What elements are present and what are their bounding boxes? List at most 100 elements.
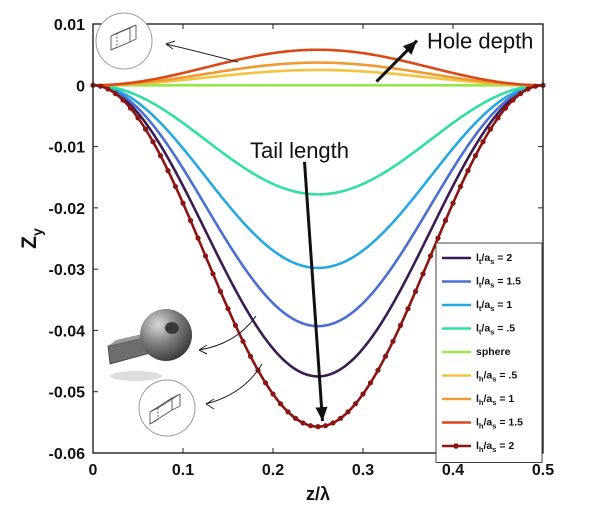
series-line (92, 83, 544, 196)
series-point (195, 235, 201, 241)
legend-entry: lt/as = 1.5 (442, 276, 521, 290)
series-point (457, 183, 464, 190)
y-tick-label: -0.03 (49, 262, 86, 279)
x-tick-label: 0.1 (172, 462, 194, 479)
series-point (165, 168, 171, 174)
series-point (435, 235, 441, 241)
series-point (337, 415, 344, 421)
series-point (187, 217, 194, 224)
series-point (375, 367, 381, 373)
x-tick-label: 0.2 (262, 462, 284, 479)
plot-frame (92, 23, 544, 454)
y-tick-label: -0.04 (49, 323, 86, 340)
series-point (262, 380, 269, 386)
legend-label: lh/as = 1 (476, 393, 514, 407)
legend: lt/as = 2 lt/as = 1.5 lt/as = 1 lt/as = .5 s… (435, 242, 543, 463)
series-point (495, 115, 501, 121)
series-point (352, 401, 359, 407)
series-point (180, 200, 186, 206)
series-point (270, 391, 276, 397)
series-point (240, 338, 246, 344)
svg-text:Zy: Zy (18, 228, 45, 249)
series-point (412, 288, 419, 295)
legend-label: sphere (476, 346, 511, 358)
annotations: Hole depth Tail length (250, 29, 533, 422)
series-point (225, 306, 231, 312)
series-point (127, 105, 134, 111)
y-axis-label-sub: y (29, 228, 45, 236)
inset-pointer-arrows (165, 40, 263, 410)
series-point (442, 217, 449, 224)
series-point (307, 423, 314, 429)
annotation-label: Tail length (250, 138, 349, 163)
series-point (532, 83, 539, 89)
series-point (405, 306, 411, 312)
y-axis-label: Zy (18, 228, 45, 249)
particle-inset-bottom (138, 379, 196, 437)
sphere-with-tail-render (107, 309, 192, 381)
series-point (517, 91, 524, 97)
series-point (135, 115, 141, 121)
legend-marker (453, 443, 459, 449)
series-point (465, 168, 471, 174)
series-point (97, 83, 104, 89)
legend-entry: lt/as = 1 (442, 299, 512, 313)
series-point (322, 423, 329, 429)
series-point (345, 409, 351, 415)
series-point (487, 126, 494, 132)
series-point (472, 153, 479, 159)
series-point (232, 322, 239, 328)
y-tick-label: 0.01 (54, 17, 85, 34)
legend-label: lt/as = 1.5 (476, 276, 521, 290)
legend-label: lh/as = 2 (476, 440, 514, 454)
x-tick-label: 0.3 (352, 462, 374, 479)
series-point (330, 420, 336, 426)
series-point (367, 380, 374, 386)
annotation-arrow (303, 161, 324, 422)
annotation-arrowhead (315, 406, 328, 422)
series-point (382, 353, 389, 359)
series-point (360, 391, 366, 397)
series-point (450, 200, 456, 206)
y-tick-label: -0.02 (49, 201, 86, 218)
series-line (92, 48, 544, 87)
series-line (92, 83, 544, 328)
x-tick-label: 0.4 (442, 462, 464, 479)
legend-entry: lt/as = 2 (442, 252, 512, 266)
annotation-label: Hole depth (427, 29, 533, 54)
tick-labels: 0 0.1 0.2 0.3 0.4 0.5 0.01 0 -0.01 -0.02 -0.03 -0.0… (49, 17, 555, 479)
annotation-arrowhead (402, 40, 417, 55)
y-tick-label: -0.05 (49, 385, 86, 402)
series-point (502, 105, 509, 111)
series-point (105, 86, 111, 92)
series-point (277, 401, 284, 407)
series-point (427, 253, 434, 259)
series-point (397, 322, 404, 328)
legend-entry: lh/as = 2 (442, 440, 514, 454)
series-point (202, 253, 209, 259)
y-tick-label: -0.01 (49, 140, 86, 157)
legend-label: lt/as = 1 (476, 299, 512, 313)
legend-entry: lt/as = .5 (442, 323, 515, 337)
legend-entry: lh/as = 1.5 (442, 417, 523, 431)
legend-label: lh/as = .5 (476, 370, 517, 384)
legend-box (435, 242, 543, 463)
series-point (300, 420, 306, 426)
series-point (210, 271, 216, 277)
particle-inset-top (95, 12, 153, 70)
y-axis-label-main: Z (18, 236, 41, 249)
y-tick-label: -0.06 (49, 446, 86, 463)
legend-entry: lh/as = .5 (442, 370, 517, 384)
legend-entry: lh/as = 1 (442, 393, 514, 407)
series-point (480, 139, 486, 145)
series-point (150, 139, 156, 145)
series-point (292, 415, 299, 421)
series-point (390, 338, 396, 344)
x-tick-label: 0 (89, 462, 98, 479)
series-line (92, 68, 544, 87)
series-point (112, 91, 119, 97)
series-point (247, 353, 254, 359)
series-point (510, 97, 516, 103)
series-line (92, 83, 544, 270)
